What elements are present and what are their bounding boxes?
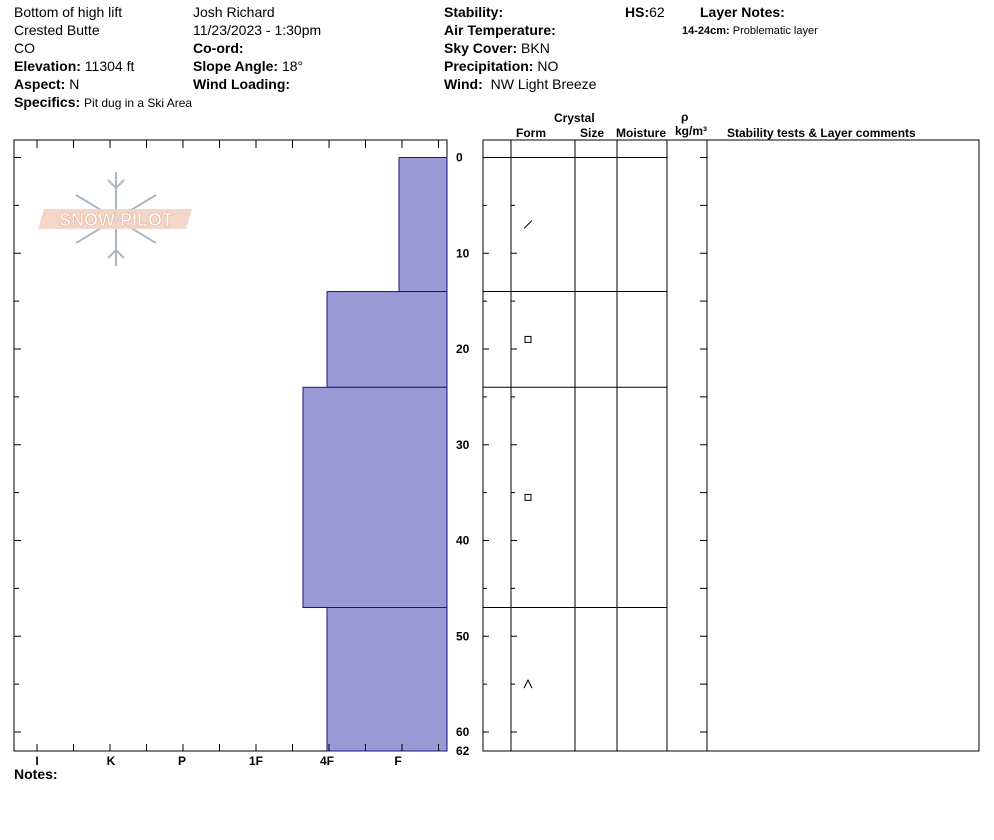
depth-tick-label: 40 [456,534,470,548]
depth-tick-label: 20 [456,342,470,356]
specifics-value: Pit dug in a Ski Area [84,96,193,110]
slope-value: 18° [281,58,304,74]
region-name: Crested Butte [14,22,100,38]
specifics-label: Specifics: [14,94,81,110]
hs-value: 62 [649,4,665,20]
sky-value: BKN [521,40,550,56]
depth-tick-label: 30 [456,438,470,452]
precip-label: Precipitation: [444,58,534,74]
layer-note-range: 14-24cm: [682,25,730,37]
hardness-label: 1F [249,754,263,768]
depth-tick-label: 62 [456,744,470,758]
depth-tick-label: 50 [456,629,470,643]
hardness-label: I [35,754,38,768]
sky-row: Sky Cover: BKN [444,39,550,57]
observer-name: Josh Richard [193,4,275,20]
square-icon [524,493,532,501]
elevation-row: Elevation: 11304 ft [14,57,134,75]
depth-tick-label: 60 [456,725,470,739]
aspect-label: Aspect: [14,76,66,92]
hardness-label: P [178,754,186,768]
slope-row: Slope Angle: 18° [193,57,303,75]
square-icon [524,335,532,343]
hardness-label: 4F [320,754,334,768]
precip-row: Precipitation: NO [444,57,558,75]
hardness-layers [302,157,448,752]
comments-header: Stability tests & Layer comments [727,126,916,140]
hardness-layer-bar [398,157,448,293]
hs-row: HS:62 [625,3,665,21]
size-header: Size [580,126,605,140]
sky-label: Sky Cover: [444,40,518,56]
density-symbol: ρ [681,110,689,124]
depth-tick-label: 10 [456,246,470,260]
coord-label: Co-ord: [193,40,244,56]
hs-label: HS: [625,4,650,20]
layer-table-frame [482,139,980,752]
stability-label: Stability: [444,4,504,20]
caret-icon [523,679,533,689]
wind-row: Wind: NW Light Breeze [444,75,596,93]
hardness-layer-bar [302,386,448,609]
layer-note-text: Problematic layer [732,25,818,37]
depth-axis: 0 10 20 30 40 50 60 62 [14,151,707,758]
location-name: Bottom of high lift [14,4,123,20]
specifics-row: Specifics: Pit dug in a Ski Area [14,93,192,112]
wind-loading-label: Wind Loading: [193,76,291,92]
layer-table-rows [483,157,667,689]
form-header: Form [516,126,546,140]
logo-text: SNOW PILOT [59,210,173,230]
wind-label: Wind: [444,76,483,92]
air-temp-label: Air Temperature: [444,22,556,38]
aspect-value: N [69,76,80,92]
hardness-layer-bar [326,607,448,752]
moisture-header: Moisture [616,126,667,140]
snowpilot-logo: SNOW PILOT [38,172,192,266]
observation-datetime: 11/23/2023 - 1:30pm [193,22,322,38]
crystal-header: Crystal [554,111,595,125]
layer-notes-label: Layer Notes: [700,4,785,20]
hardness-label: K [107,754,116,768]
layer-note: 14-24cm: Problematic layer [682,22,818,40]
elevation-value: 11304 ft [84,58,135,74]
wind-value: NW Light Breeze [490,76,597,92]
slash-icon [523,220,533,229]
notes-label: Notes: [14,766,58,782]
hardness-label: F [394,754,401,768]
depth-tick-label: 0 [456,151,463,165]
precip-value: NO [537,58,559,74]
density-unit: kg/m³ [675,124,708,138]
aspect-row: Aspect: N [14,75,79,93]
hardness-layer-bar [326,291,448,388]
elevation-label: Elevation: [14,58,81,74]
hardness-axis: I K P 1F 4F F [35,140,439,768]
state-name: CO [14,40,35,56]
slope-label: Slope Angle: [193,58,279,74]
